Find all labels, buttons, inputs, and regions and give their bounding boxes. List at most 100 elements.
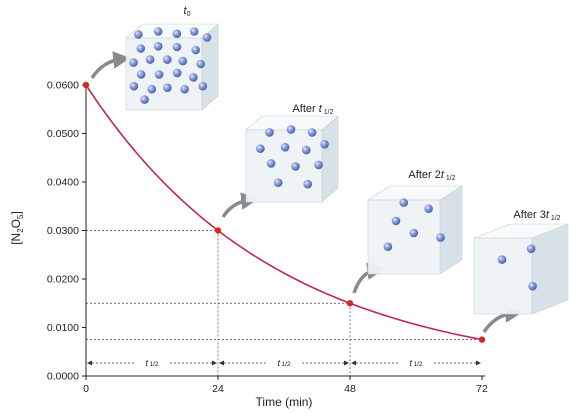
molecule <box>189 73 198 82</box>
x-tick-label: 48 <box>344 383 356 395</box>
interval-arrowhead <box>476 360 481 366</box>
molecule <box>286 125 296 134</box>
data-point <box>214 227 222 234</box>
molecule <box>526 244 536 253</box>
molecule <box>528 281 537 291</box>
molecule <box>129 81 139 91</box>
y-axis-title-n: N <box>9 233 23 242</box>
box-label: After t 1/2 <box>292 103 333 116</box>
interval-label: t 1/2 <box>409 358 422 368</box>
molecule <box>134 30 143 39</box>
molecule <box>172 29 182 38</box>
molecule <box>265 128 274 137</box>
molecule <box>191 45 200 55</box>
box-label: After 3t 1/2 <box>513 209 560 222</box>
y-tick-label: 0.0200 <box>47 274 79 286</box>
molecule <box>303 179 313 189</box>
molecule <box>256 144 265 153</box>
molecule <box>189 27 199 36</box>
y-axis-title-sub-2: 2 <box>16 228 25 233</box>
box-side-face <box>321 115 339 203</box>
decay-curve <box>85 84 483 341</box>
y-tick-label: 0.0300 <box>47 225 79 237</box>
molecule <box>399 198 409 207</box>
molecule <box>196 59 205 69</box>
molecule <box>163 83 172 92</box>
molecule-box: After 3t 1/2 <box>473 209 569 333</box>
box-front-face <box>473 237 533 315</box>
molecule <box>391 216 401 226</box>
box-label-part: After <box>292 103 318 115</box>
data-point <box>478 336 486 343</box>
guide-lines <box>86 230 482 376</box>
x-axis-title: Time (min) <box>256 395 313 409</box>
box-label-part: 1/2 <box>322 109 334 116</box>
box-label: t0 <box>184 5 191 18</box>
x-tick-label: 72 <box>476 383 488 395</box>
interval-label-main: t <box>409 358 412 368</box>
interval-arrowhead <box>212 360 217 366</box>
y-tick-label: 0.0400 <box>47 177 79 189</box>
molecule-box: After 2t 1/2 <box>352 169 464 294</box>
box-side-face <box>531 223 569 315</box>
molecule <box>153 27 163 36</box>
y-tick-label: 0.0600 <box>47 80 79 92</box>
molecule-box: t0 <box>90 5 219 111</box>
molecule <box>280 142 290 152</box>
molecule <box>383 242 393 251</box>
interval-label-sub: 1/2 <box>413 361 422 368</box>
molecule <box>497 255 507 264</box>
molecule <box>178 56 188 66</box>
molecule <box>301 145 311 155</box>
data-points <box>82 81 486 343</box>
molecule <box>163 55 172 64</box>
x-tick-label: 24 <box>212 383 224 395</box>
molecule <box>145 55 155 64</box>
x-ticks: 0 24 48 72 <box>83 376 488 395</box>
interval-arrowhead <box>87 360 92 366</box>
molecule <box>320 139 329 149</box>
y-ticks: 0.0000 0.0100 0.0200 0.0300 0.0400 0.0500 0.06… <box>47 80 86 383</box>
molecule <box>140 95 149 104</box>
molecule <box>424 204 433 213</box>
molecule <box>136 44 146 53</box>
box-label-part: 0 <box>187 11 191 18</box>
molecule <box>153 42 163 51</box>
box-label-part: 1/2 <box>444 175 456 182</box>
interval-label-sub: 1/2 <box>281 361 290 368</box>
molecule <box>180 84 189 94</box>
molecule <box>314 160 323 170</box>
data-point <box>346 300 354 307</box>
molecule-box: After t 1/2 <box>221 103 339 218</box>
molecule <box>266 159 276 168</box>
molecule <box>307 128 317 137</box>
interval-arrowhead <box>344 360 349 366</box>
molecule <box>172 68 182 78</box>
box-label-part: t <box>184 5 188 17</box>
box-label-part: After 3 <box>513 209 545 221</box>
y-tick-label: 0.0000 <box>47 371 79 383</box>
x-tick-label: 0 <box>83 383 89 395</box>
y-tick-label: 0.0500 <box>47 128 79 140</box>
interval-arrowhead <box>351 360 356 366</box>
box-label-part: 1/2 <box>549 215 561 222</box>
box-label-part: t <box>319 103 323 115</box>
interval-label-main: t <box>145 358 148 368</box>
interval-label: t 1/2 <box>145 358 158 368</box>
molecule <box>129 58 138 67</box>
box-front-face <box>245 129 323 203</box>
interval-label-main: t <box>277 358 280 368</box>
molecule <box>154 70 164 79</box>
box-pointer-arrow <box>221 192 259 218</box>
interval-label-sub: 1/2 <box>149 361 158 368</box>
y-axis-title-sub-5: 5 <box>16 214 25 219</box>
molecule <box>409 228 419 238</box>
data-point <box>82 81 90 89</box>
box-side-face <box>439 185 463 275</box>
box-label-part: t <box>441 169 445 181</box>
molecule <box>291 162 300 171</box>
molecule <box>136 70 146 79</box>
box-label-part: t <box>546 209 550 221</box>
